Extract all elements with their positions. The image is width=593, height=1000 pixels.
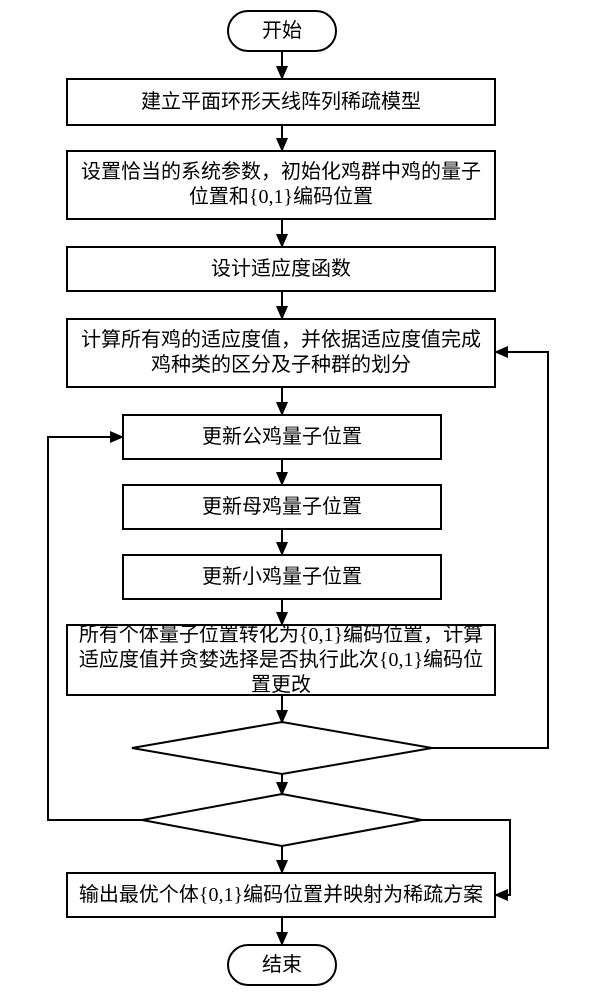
step-7-label: 更新小鸡量子位置: [202, 565, 362, 590]
decision-2: 是否重新划分子种群: [142, 794, 422, 846]
step-7: 更新小鸡量子位置: [122, 554, 442, 600]
step-6-label: 更新母鸡量子位置: [202, 495, 362, 520]
step-5-label: 更新公鸡量子位置: [202, 425, 362, 450]
step-4-label: 计算所有鸡的适应度值，并依据适应度值完成鸡种类的区分及子种群的划分: [74, 328, 488, 378]
start-label: 开始: [262, 19, 302, 44]
decision-1: 是否达到最大迭代次数: [132, 722, 432, 774]
step-3-label: 设计适应度函数: [211, 257, 351, 282]
terminal-end: 结束: [227, 944, 337, 986]
step-2-label: 设置恰当的系统参数，初始化鸡群中鸡的量子位置和{0,1}编码位置: [74, 160, 488, 210]
step-1-label: 建立平面环形天线阵列稀疏模型: [141, 90, 421, 115]
end-label: 结束: [262, 953, 302, 978]
step-6: 更新母鸡量子位置: [122, 484, 442, 530]
decision-1-label: 是否达到最大迭代次数: [187, 737, 377, 760]
decision-2-label: 是否重新划分子种群: [196, 809, 367, 832]
step-8-label: 所有个体量子位置转化为{0,1}编码位置，计算适应度值并贪婪选择是否执行此次{0…: [74, 623, 488, 698]
step-2: 设置恰当的系统参数，初始化鸡群中鸡的量子位置和{0,1}编码位置: [66, 150, 496, 220]
step-8: 所有个体量子位置转化为{0,1}编码位置，计算适应度值并贪婪选择是否执行此次{0…: [66, 624, 496, 696]
step-9-label: 输出最优个体{0,1}编码位置并映射为稀疏方案: [79, 883, 483, 908]
step-3: 设计适应度函数: [66, 246, 496, 292]
step-1: 建立平面环形天线阵列稀疏模型: [66, 78, 496, 126]
step-4: 计算所有鸡的适应度值，并依据适应度值完成鸡种类的区分及子种群的划分: [66, 318, 496, 388]
terminal-start: 开始: [227, 10, 337, 52]
step-5: 更新公鸡量子位置: [122, 414, 442, 460]
step-9: 输出最优个体{0,1}编码位置并映射为稀疏方案: [66, 872, 496, 918]
flowchart-canvas: 开始 结束 建立平面环形天线阵列稀疏模型 设置恰当的系统参数，初始化鸡群中鸡的量…: [0, 0, 593, 1000]
